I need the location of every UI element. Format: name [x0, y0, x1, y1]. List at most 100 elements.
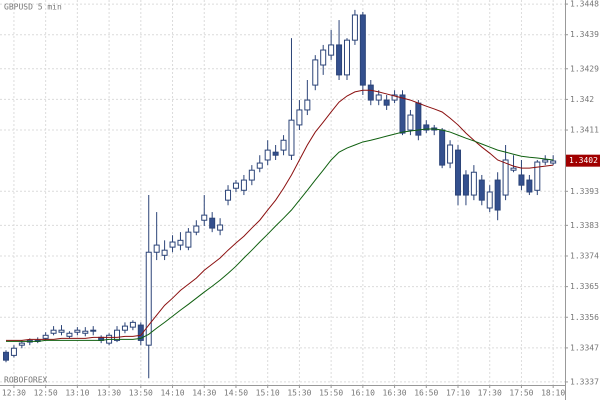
- candle-body: [328, 44, 335, 56]
- candle-body: [399, 94, 406, 134]
- candle-body: [288, 119, 295, 156]
- candle-body: [542, 159, 549, 163]
- candle-body: [383, 99, 390, 106]
- y-tick-label: 1.3383: [570, 221, 599, 230]
- y-tick-label: 1.3411: [570, 126, 599, 135]
- candle-body: [312, 59, 319, 86]
- x-tick-label: 14:30: [192, 389, 216, 398]
- candle-body: [375, 94, 382, 101]
- last-price-box: [566, 154, 600, 167]
- candle-body: [455, 149, 462, 196]
- y-tick-label: 1.3356: [570, 313, 599, 322]
- candle-body: [3, 351, 9, 361]
- candle-body: [121, 325, 128, 331]
- candle-body: [240, 179, 247, 191]
- moving-average: [6, 89, 554, 341]
- candle-body: [153, 244, 160, 253]
- candle-body: [526, 179, 533, 193]
- candle-body: [185, 231, 192, 248]
- candle-body: [280, 139, 287, 151]
- candle-body: [494, 179, 501, 211]
- candle-body: [42, 334, 49, 339]
- candle-body: [193, 225, 200, 233]
- last-price-label: 1.3402: [569, 156, 598, 165]
- candle-body: [470, 171, 477, 196]
- candle-body: [66, 332, 73, 337]
- candle-body: [232, 182, 239, 189]
- candle-body: [58, 329, 65, 333]
- candle-body: [391, 94, 398, 101]
- x-tick-label: 14:50: [224, 389, 248, 398]
- x-tick-label: 17:50: [509, 389, 533, 398]
- y-tick-label: 1.3374: [570, 251, 599, 260]
- candle-body: [336, 44, 343, 76]
- y-tick-label: 1.342: [570, 95, 594, 104]
- candle-body: [217, 224, 224, 231]
- moving-average: [6, 128, 554, 342]
- candle-body: [304, 99, 311, 111]
- x-tick-label: 17:10: [446, 389, 470, 398]
- candle-body: [129, 321, 136, 328]
- candle-body: [518, 174, 525, 186]
- x-tick-label: 13:30: [97, 389, 121, 398]
- watermark: ROBOFOREX: [4, 376, 48, 385]
- candle-body: [161, 249, 168, 256]
- y-tick-label: 1.3337: [570, 377, 599, 386]
- candle-body: [320, 49, 327, 66]
- x-tick-label: 13:50: [129, 389, 153, 398]
- candle-body: [510, 167, 517, 171]
- candle-body: [272, 151, 279, 156]
- x-tick-label: 16:50: [414, 389, 438, 398]
- x-tick-label: 17:30: [478, 389, 502, 398]
- x-tick-label: 18:10: [541, 389, 565, 398]
- y-tick-label: 1.3393: [570, 187, 599, 196]
- candle-body: [10, 347, 17, 356]
- x-tick-label: 16:10: [351, 389, 375, 398]
- plot: [3, 9, 557, 379]
- candle-body: [82, 330, 89, 334]
- candle-body: [248, 169, 255, 181]
- chart-title: GBPUSD 5 min: [4, 3, 62, 12]
- x-tick-label: 15:30: [287, 389, 311, 398]
- candle-body: [351, 14, 358, 41]
- candle-body: [407, 114, 414, 131]
- x-tick-label: 12:50: [34, 389, 58, 398]
- y-tick-label: 1.3365: [570, 282, 599, 291]
- y-tick-label: 1.3448: [570, 0, 599, 9]
- candle-body: [296, 109, 303, 126]
- candle-body: [462, 174, 469, 196]
- candle-body: [264, 149, 271, 161]
- candle-body: [256, 162, 263, 169]
- x-tick-label: 16:30: [383, 389, 407, 398]
- candle-body: [74, 329, 81, 333]
- x-tick-label: 14:10: [160, 389, 184, 398]
- candle-body: [18, 342, 25, 346]
- candle-body: [447, 144, 454, 164]
- candle-body: [343, 39, 350, 76]
- candle-body: [534, 161, 541, 191]
- y-tick-label: 1.3347: [570, 343, 599, 352]
- candle-body: [439, 129, 446, 166]
- candle-body: [367, 84, 374, 101]
- candle-body: [550, 160, 557, 164]
- y-tick-label: 1.3439: [570, 30, 599, 39]
- candle-body: [225, 189, 232, 201]
- candle-body: [486, 191, 493, 209]
- x-tick-label: 12:30: [2, 389, 26, 398]
- candle-body: [478, 179, 485, 201]
- candle-body: [50, 329, 57, 334]
- x-tick-label: 15:50: [319, 389, 343, 398]
- x-tick-label: 15:10: [256, 389, 280, 398]
- candle-body: [209, 217, 216, 229]
- candle-body: [169, 241, 176, 248]
- candle-body: [423, 124, 430, 131]
- candle-body: [90, 329, 97, 332]
- candle-body: [145, 251, 152, 346]
- candle-body: [359, 14, 366, 86]
- candle-body: [114, 329, 121, 341]
- x-tick-label: 13:10: [65, 389, 89, 398]
- y-tick-label: 1.3429: [570, 64, 599, 73]
